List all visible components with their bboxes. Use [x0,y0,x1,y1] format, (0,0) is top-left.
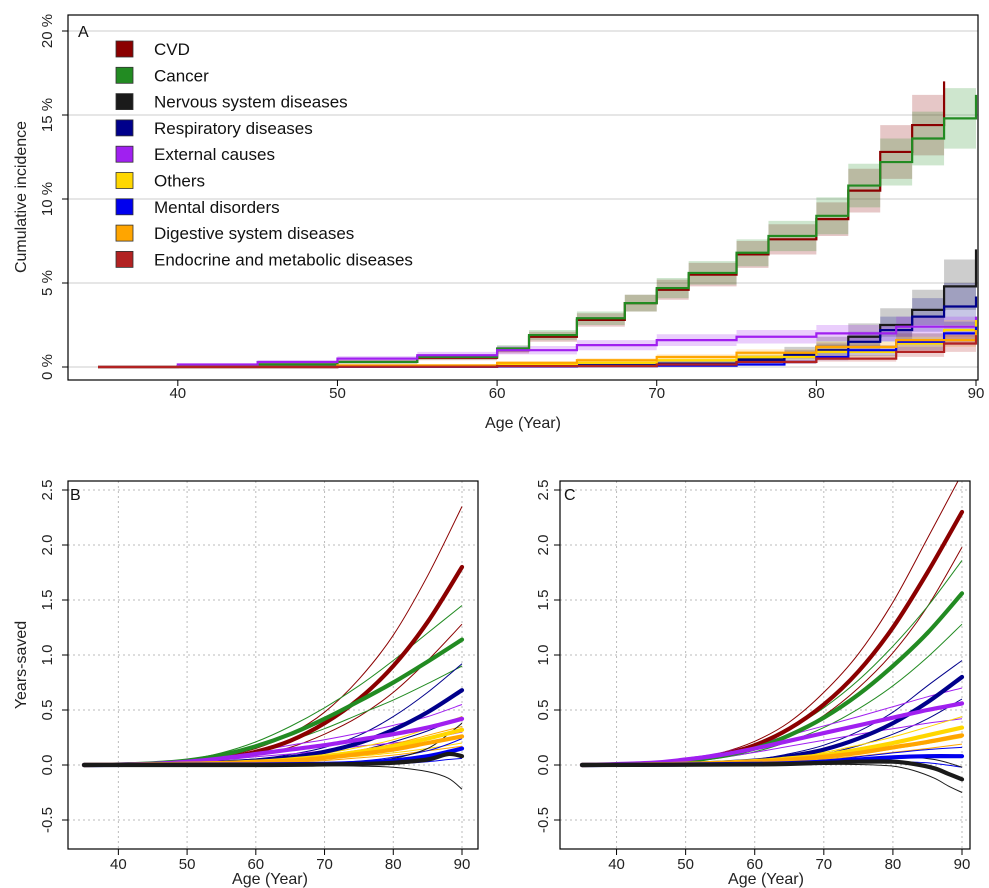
legend-label: CVD [154,40,190,59]
legend-swatch [115,172,134,189]
panel-c-lines [579,481,965,793]
y-tick-label: 10 % [39,182,56,216]
legend-label: Nervous system diseases [154,93,348,112]
ci-lower-line [581,763,963,793]
series-line [98,335,978,369]
y-tick-label: 0 % [39,354,56,380]
y-tick-label: 2.0 [535,535,552,556]
x-tick-label: 70 [648,385,665,402]
confidence-band [98,319,976,367]
panel-a-lines [98,81,978,369]
y-tick-label: 1.5 [535,590,552,611]
y-tick-label: 1.5 [39,590,56,611]
panel-b-x-axis-title: Age (Year) [232,871,308,888]
panel-c: C 40 50 60 70 80 90 -0.5 0.0 0.5 1.0 1.5 2.0 2.5 Ag… [535,480,971,888]
x-tick-label: 80 [385,856,402,873]
series-line [81,564,465,768]
legend-swatch [115,66,134,84]
panel-b-lines [81,506,465,790]
series-line [579,759,965,782]
panel-a-x-axis-title: Age (Year) [485,415,561,432]
y-tick-label: 1.0 [39,645,56,666]
confidence-band [98,303,976,367]
ci-lower-line [83,764,463,790]
legend-label: Endocrine and metabolic diseases [154,250,413,269]
panel-a-letter: A [78,24,89,41]
legend-label: Digestive system diseases [154,224,354,243]
y-tick-label: 0.0 [535,755,552,776]
panel-a-bands [98,51,976,367]
series-line [98,330,978,369]
panel-b-frame [67,480,479,850]
y-tick-label: 20 % [39,14,56,48]
series-line [98,316,978,369]
panel-b-letter: B [70,487,81,504]
x-tick-label: 50 [329,385,346,402]
y-tick-label: 2.5 [39,480,56,501]
panel-c-letter: C [564,487,576,504]
panel-c-frame [559,480,971,850]
y-tick-label: 15 % [39,98,56,132]
panel-a-y-ticks: 0 % 5 % 10 % 15 % 20 % [39,14,68,380]
legend-swatch [115,93,134,110]
legend-label: Others [154,172,205,191]
legend-label: Mental disorders [154,198,280,217]
x-tick-label: 90 [454,856,471,873]
ci-upper-line [581,481,959,766]
x-tick-label: 50 [179,856,196,873]
x-tick-label: 80 [808,385,825,402]
panel-b-x-ticks: 40 50 60 70 80 90 [110,849,470,873]
y-tick-label: 0.5 [535,700,552,721]
y-tick-label: -0.5 [535,807,552,833]
panel-a-y-axis-title: Cumulative incidence [13,121,30,273]
legend-label: Respiratory diseases [154,119,313,138]
x-tick-label: 70 [815,856,832,873]
x-tick-label: 90 [968,385,985,402]
legend-swatch [115,250,134,268]
x-tick-label: 40 [110,856,127,873]
y-tick-label: 5 % [39,270,56,296]
panel-c-y-ticks: -0.5 0.0 0.5 1.0 1.5 2.0 2.5 [535,480,560,833]
legend-swatch [115,224,134,242]
panel-c-x-axis-title: Age (Year) [728,871,804,888]
legend-label: Cancer [154,66,209,85]
panel-b-y-axis-title: Years-saved [13,621,30,709]
panel-b-grid [68,481,478,849]
y-tick-label: 0.5 [39,700,56,721]
panel-a: A 40 50 60 70 80 90 0 % 5 % 10 % 15 % 20 % Age (Y… [13,14,984,432]
y-tick-label: 1.0 [535,645,552,666]
panel-c-x-ticks: 40 50 60 70 80 90 [608,849,970,873]
panel-a-frame [67,14,979,381]
x-tick-label: 60 [489,385,506,402]
x-tick-label: 70 [316,856,333,873]
y-tick-label: -0.5 [39,807,56,833]
x-tick-label: 40 [608,856,625,873]
y-tick-label: 0.0 [39,755,56,776]
x-tick-label: 60 [247,856,264,873]
panel-a-grid [68,30,978,368]
panel-a-legend: CVD Cancer Nervous system diseases Respirat… [115,40,413,269]
x-tick-label: 80 [885,856,902,873]
series-line [579,701,965,768]
panel-a-x-ticks: 40 50 60 70 80 90 [169,380,984,402]
legend-swatch [115,198,134,216]
x-tick-label: 90 [954,856,971,873]
y-tick-label: 2.0 [39,535,56,556]
panel-b-y-ticks: -0.5 0.0 0.5 1.0 1.5 2.0 2.5 [39,480,68,833]
legend-swatch [115,119,134,137]
legend-label: External causes [154,145,275,164]
x-tick-label: 50 [677,856,694,873]
legend-swatch [115,40,134,58]
panel-b: B 40 50 60 70 80 90 -0.5 0.0 0.5 1.0 1.5 2.0 2.5 Ag… [13,480,479,888]
panel-c-grid [560,481,970,849]
y-tick-label: 2.5 [535,480,552,501]
x-tick-label: 60 [746,856,763,873]
series-line [81,751,465,768]
ci-upper-line [581,560,963,766]
legend-swatch [115,145,134,163]
x-tick-label: 40 [169,385,186,402]
